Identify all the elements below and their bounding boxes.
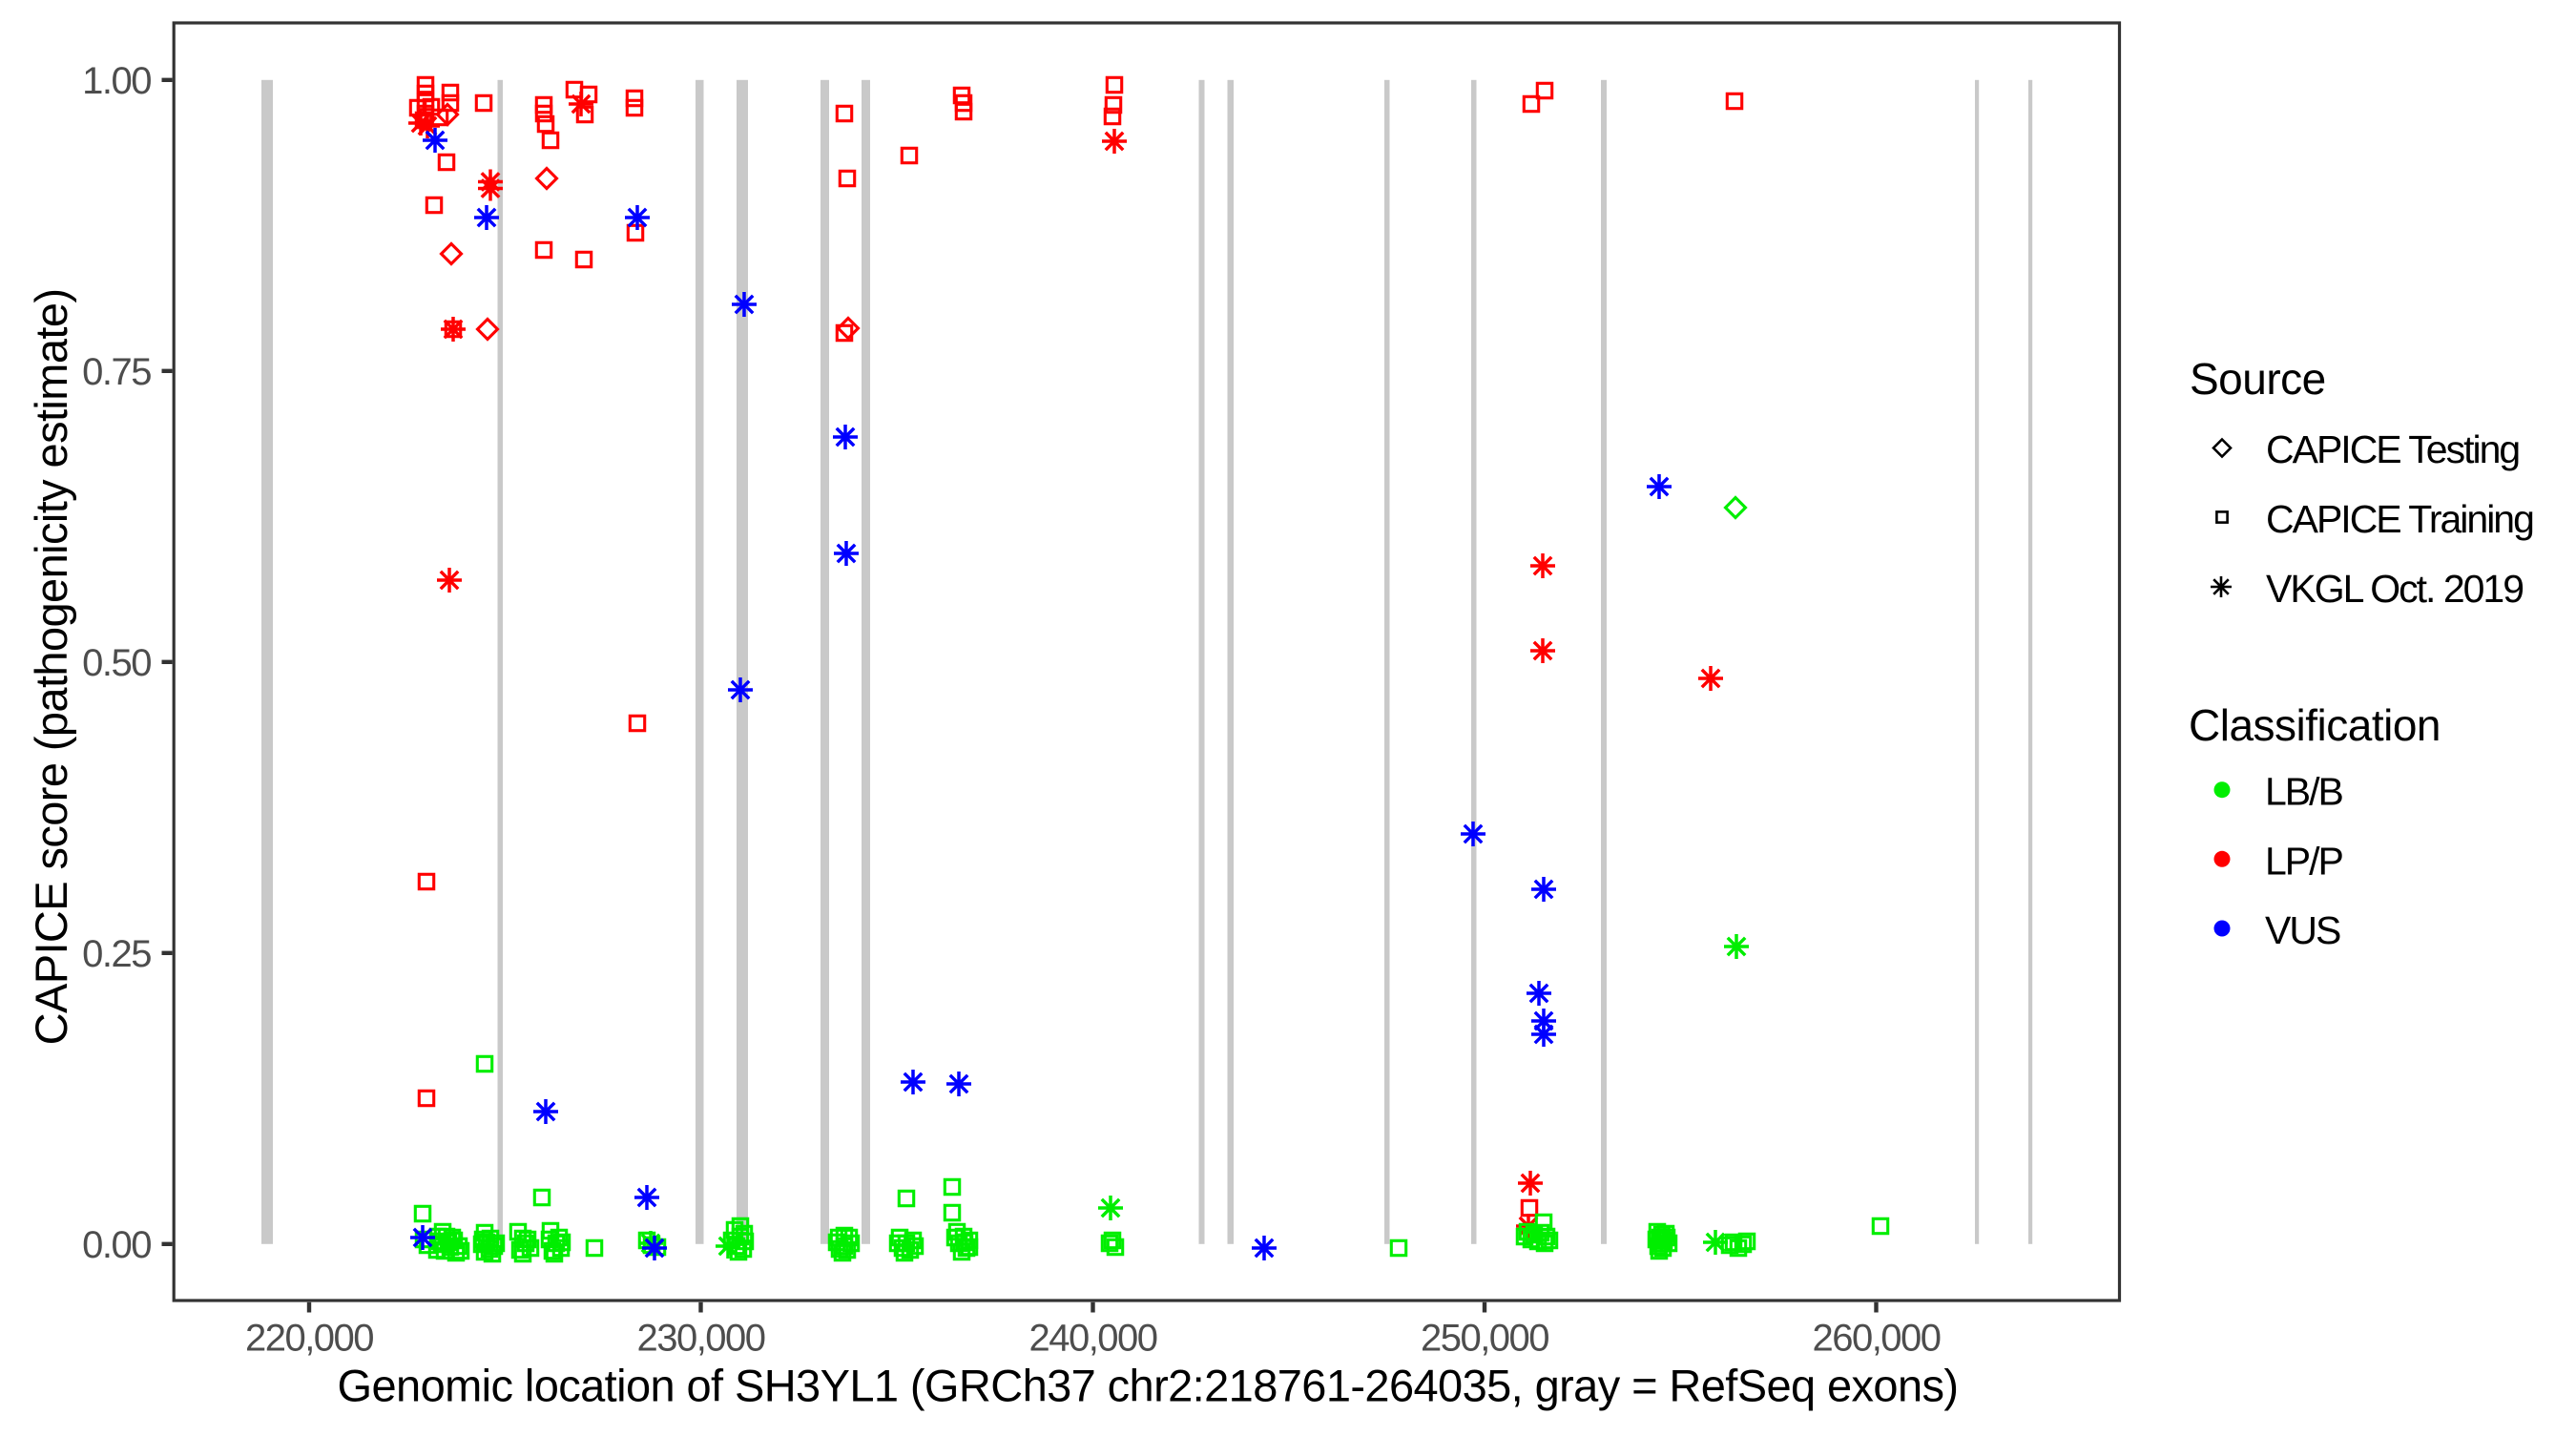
svg-text:VKGL Oct. 2019: VKGL Oct. 2019 <box>2266 567 2523 611</box>
svg-text:Genomic location of SH3YL1 (GR: Genomic location of SH3YL1 (GRCh37 chr2:… <box>338 1361 1959 1411</box>
svg-text:0.75: 0.75 <box>82 351 151 393</box>
svg-text:1.00: 1.00 <box>82 60 151 102</box>
svg-text:260,000: 260,000 <box>1812 1318 1940 1360</box>
svg-text:240,000: 240,000 <box>1028 1318 1156 1360</box>
svg-text:230,000: 230,000 <box>636 1318 764 1360</box>
svg-text:250,000: 250,000 <box>1421 1318 1548 1360</box>
svg-text:220,000: 220,000 <box>245 1318 373 1360</box>
svg-text:0.50: 0.50 <box>82 642 151 684</box>
svg-text:LP/P: LP/P <box>2265 839 2343 883</box>
svg-text:CAPICE Training: CAPICE Training <box>2266 497 2533 541</box>
svg-text:Classification: Classification <box>2189 700 2441 750</box>
svg-text:Source: Source <box>2190 354 2326 404</box>
svg-text:LB/B: LB/B <box>2265 770 2343 814</box>
svg-text:0.00: 0.00 <box>82 1224 151 1266</box>
svg-text:CAPICE score (pathogenicity es: CAPICE score (pathogenicity estimate) <box>26 289 76 1046</box>
svg-text:CAPICE Testing: CAPICE Testing <box>2266 427 2519 471</box>
svg-text:0.25: 0.25 <box>82 933 151 975</box>
svg-text:VUS: VUS <box>2265 908 2340 952</box>
